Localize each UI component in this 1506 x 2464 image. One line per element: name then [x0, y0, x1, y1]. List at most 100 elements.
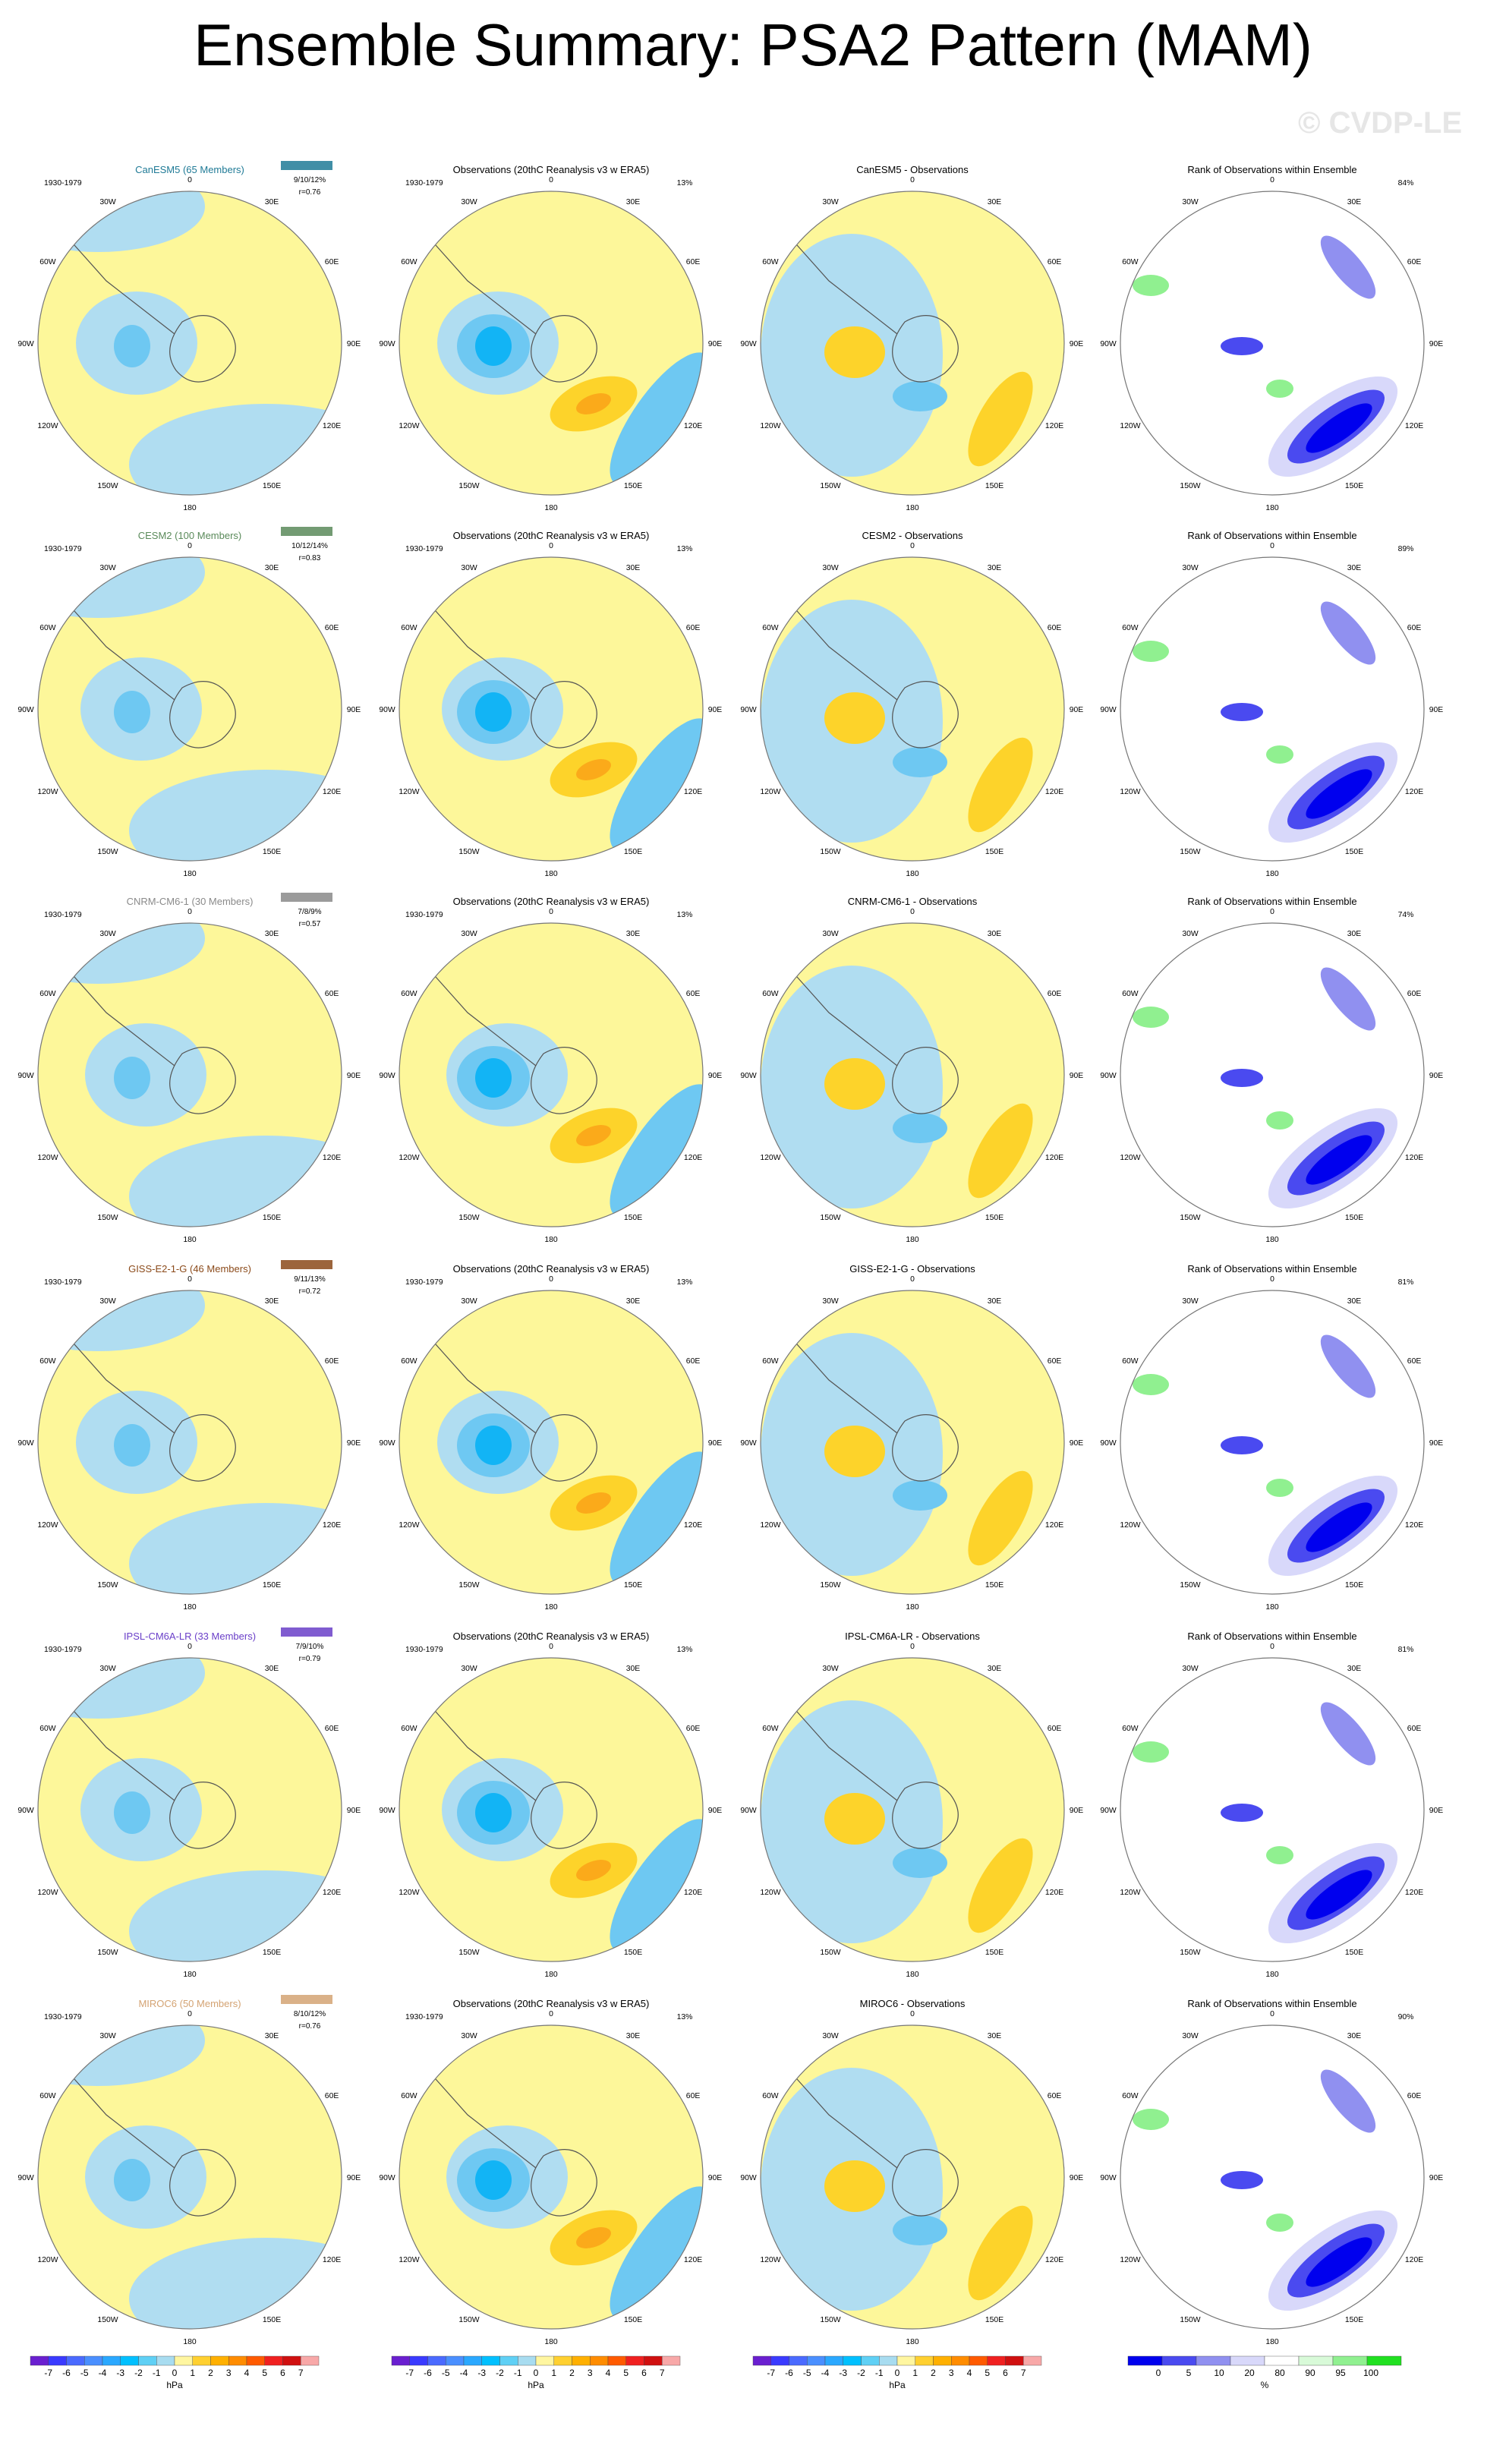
colorbar-tick: 80	[1274, 2368, 1285, 2378]
ensemble-row: GISS-E2-1-G (46 Members) 1930-1979 9/11/13…	[17, 1260, 1443, 1612]
colorbar-tick: 4	[606, 2368, 611, 2378]
lon-label: 90W	[379, 1072, 395, 1080]
coastline	[892, 1782, 959, 1849]
rank-region-high	[1133, 1374, 1169, 1395]
coastline	[790, 238, 898, 335]
lon-label: 120E	[323, 2256, 341, 2264]
lon-label: 60W	[762, 2092, 779, 2100]
colorbar-swatch	[391, 2355, 410, 2366]
obs-panel: Observations (20thC Reanalysis v3 w ERA5…	[379, 164, 723, 512]
lon-label: 150E	[624, 2316, 642, 2324]
lon-label: 180	[544, 1971, 558, 1979]
rank-region-high	[1266, 1479, 1293, 1497]
lon-label: 30E	[988, 930, 1002, 938]
diff-title: IPSL-CM6A-LR - Observations	[845, 1631, 980, 1642]
lon-label: 120E	[1405, 1521, 1423, 1530]
lon-label: 150E	[263, 1214, 281, 1222]
lon-label: 90E	[1429, 706, 1444, 714]
rank-region-low	[1320, 967, 1376, 1031]
period-label: 1930-1979	[405, 179, 443, 187]
lon-label: 30W	[822, 564, 839, 572]
coastline	[429, 238, 537, 335]
colorbar-swatch	[896, 2355, 915, 2366]
obs-title: Observations (20thC Reanalysis v3 w ERA5…	[453, 1998, 650, 2009]
coastline	[68, 238, 175, 335]
colorbar-rank: 0 5 10 20 80 90 95 100%	[1127, 2355, 1402, 2390]
lon-label: 30W	[99, 198, 116, 206]
negative-anomaly	[893, 1480, 947, 1511]
positive-anomaly	[576, 1492, 611, 1514]
lon-labels: 0 30E 60E 90E 120E 150E 180 150W 120W 90W 60W 30W	[379, 542, 722, 878]
rank-region-low	[1306, 769, 1372, 819]
coastline	[68, 1704, 175, 1801]
spread-bar	[281, 1627, 332, 1637]
map-border	[1120, 1657, 1425, 1962]
period-label: 1930-1979	[44, 1646, 82, 1654]
colorbar-tick: 6	[1003, 2368, 1008, 2378]
colorbar-tick: 1	[190, 2368, 195, 2378]
lon-label: 60E	[1407, 624, 1422, 632]
lon-labels: 0 30E 60E 90E 120E 150E 180 150W 120W 90W 60W 30W	[1100, 2010, 1443, 2346]
colorbar-swatch	[427, 2355, 446, 2366]
map-border	[1120, 2024, 1425, 2330]
colorbar-tick: 10	[1214, 2368, 1224, 2378]
lon-label: 60E	[1407, 990, 1422, 998]
obs-title: Observations (20thC Reanalysis v3 w ERA5…	[453, 164, 650, 175]
negative-anomaly	[893, 1848, 947, 1878]
lon-label: 90E	[708, 1439, 723, 1448]
colorbar-swatch	[1127, 2355, 1163, 2366]
rank-title: Rank of Observations within Ensemble	[1187, 530, 1356, 541]
colorbar-tick: 7	[298, 2368, 304, 2378]
lon-label: 0	[910, 1275, 915, 1284]
lon-label: 180	[906, 1971, 919, 1979]
contour-field	[38, 2025, 342, 2329]
lon-label: 60E	[325, 1725, 339, 1733]
correlation-label: r=0.57	[299, 920, 321, 928]
contour-field	[1120, 191, 1424, 495]
lon-labels: 0 30E 60E 90E 120E 150E 180 150W 120W 90W 60W 30W	[379, 908, 722, 1244]
coastline	[892, 681, 959, 748]
rank-region-high	[1266, 1111, 1293, 1130]
lon-label: 30W	[1182, 2032, 1199, 2040]
lon-label: 120E	[323, 1521, 341, 1530]
lon-label: 90E	[708, 340, 723, 348]
positive-anomaly	[968, 1838, 1033, 1933]
coastline	[531, 1047, 597, 1114]
lon-label: 120W	[760, 1521, 780, 1530]
colorbar-swatch	[590, 2355, 609, 2366]
negative-anomaly	[129, 1870, 342, 1961]
lon-label: 150W	[458, 1214, 479, 1222]
map-border	[37, 2024, 342, 2330]
colorbar-swatch	[446, 2355, 465, 2366]
colorbar-tick: 2	[208, 2368, 213, 2378]
lon-label: 180	[544, 1603, 558, 1612]
colorbar-tick: -6	[62, 2368, 71, 2378]
lon-label: 30W	[99, 2032, 116, 2040]
colorbar-swatch	[789, 2355, 808, 2366]
coastline	[68, 2072, 175, 2169]
obs-variance: 13%	[677, 911, 693, 919]
lon-label: 180	[1265, 2338, 1279, 2346]
lon-label: 0	[910, 542, 915, 550]
lon-label: 90W	[740, 1072, 757, 1080]
colorbar-tick: -4	[99, 2368, 107, 2378]
stats-label: 9/11/13%	[294, 1275, 326, 1284]
lon-label: 150E	[263, 482, 281, 490]
lon-label: 150E	[263, 1581, 281, 1590]
colorbar-swatch	[1230, 2355, 1265, 2366]
lon-labels: 0 30E 60E 90E 120E 150E 180 150W 120W 90W 60W 30W	[17, 542, 361, 878]
colorbar-swatch	[1332, 2355, 1368, 2366]
colorbar-tick: -3	[839, 2368, 847, 2378]
lon-label: 150W	[97, 1949, 118, 1957]
contour-field	[761, 191, 1064, 495]
spread-bar	[281, 1260, 332, 1269]
lon-label: 120W	[37, 1154, 58, 1162]
lon-label: 90W	[740, 2174, 757, 2182]
stats-label: 9/10/12%	[294, 176, 326, 184]
colorbar-swatch	[120, 2355, 139, 2366]
rank-title: Rank of Observations within Ensemble	[1187, 1998, 1356, 2009]
negative-anomaly	[893, 2215, 947, 2245]
lon-labels: 0 30E 60E 90E 120E 150E 180 150W 120W 90W 60W 30W	[17, 908, 361, 1244]
lon-label: 60E	[1407, 1357, 1422, 1366]
